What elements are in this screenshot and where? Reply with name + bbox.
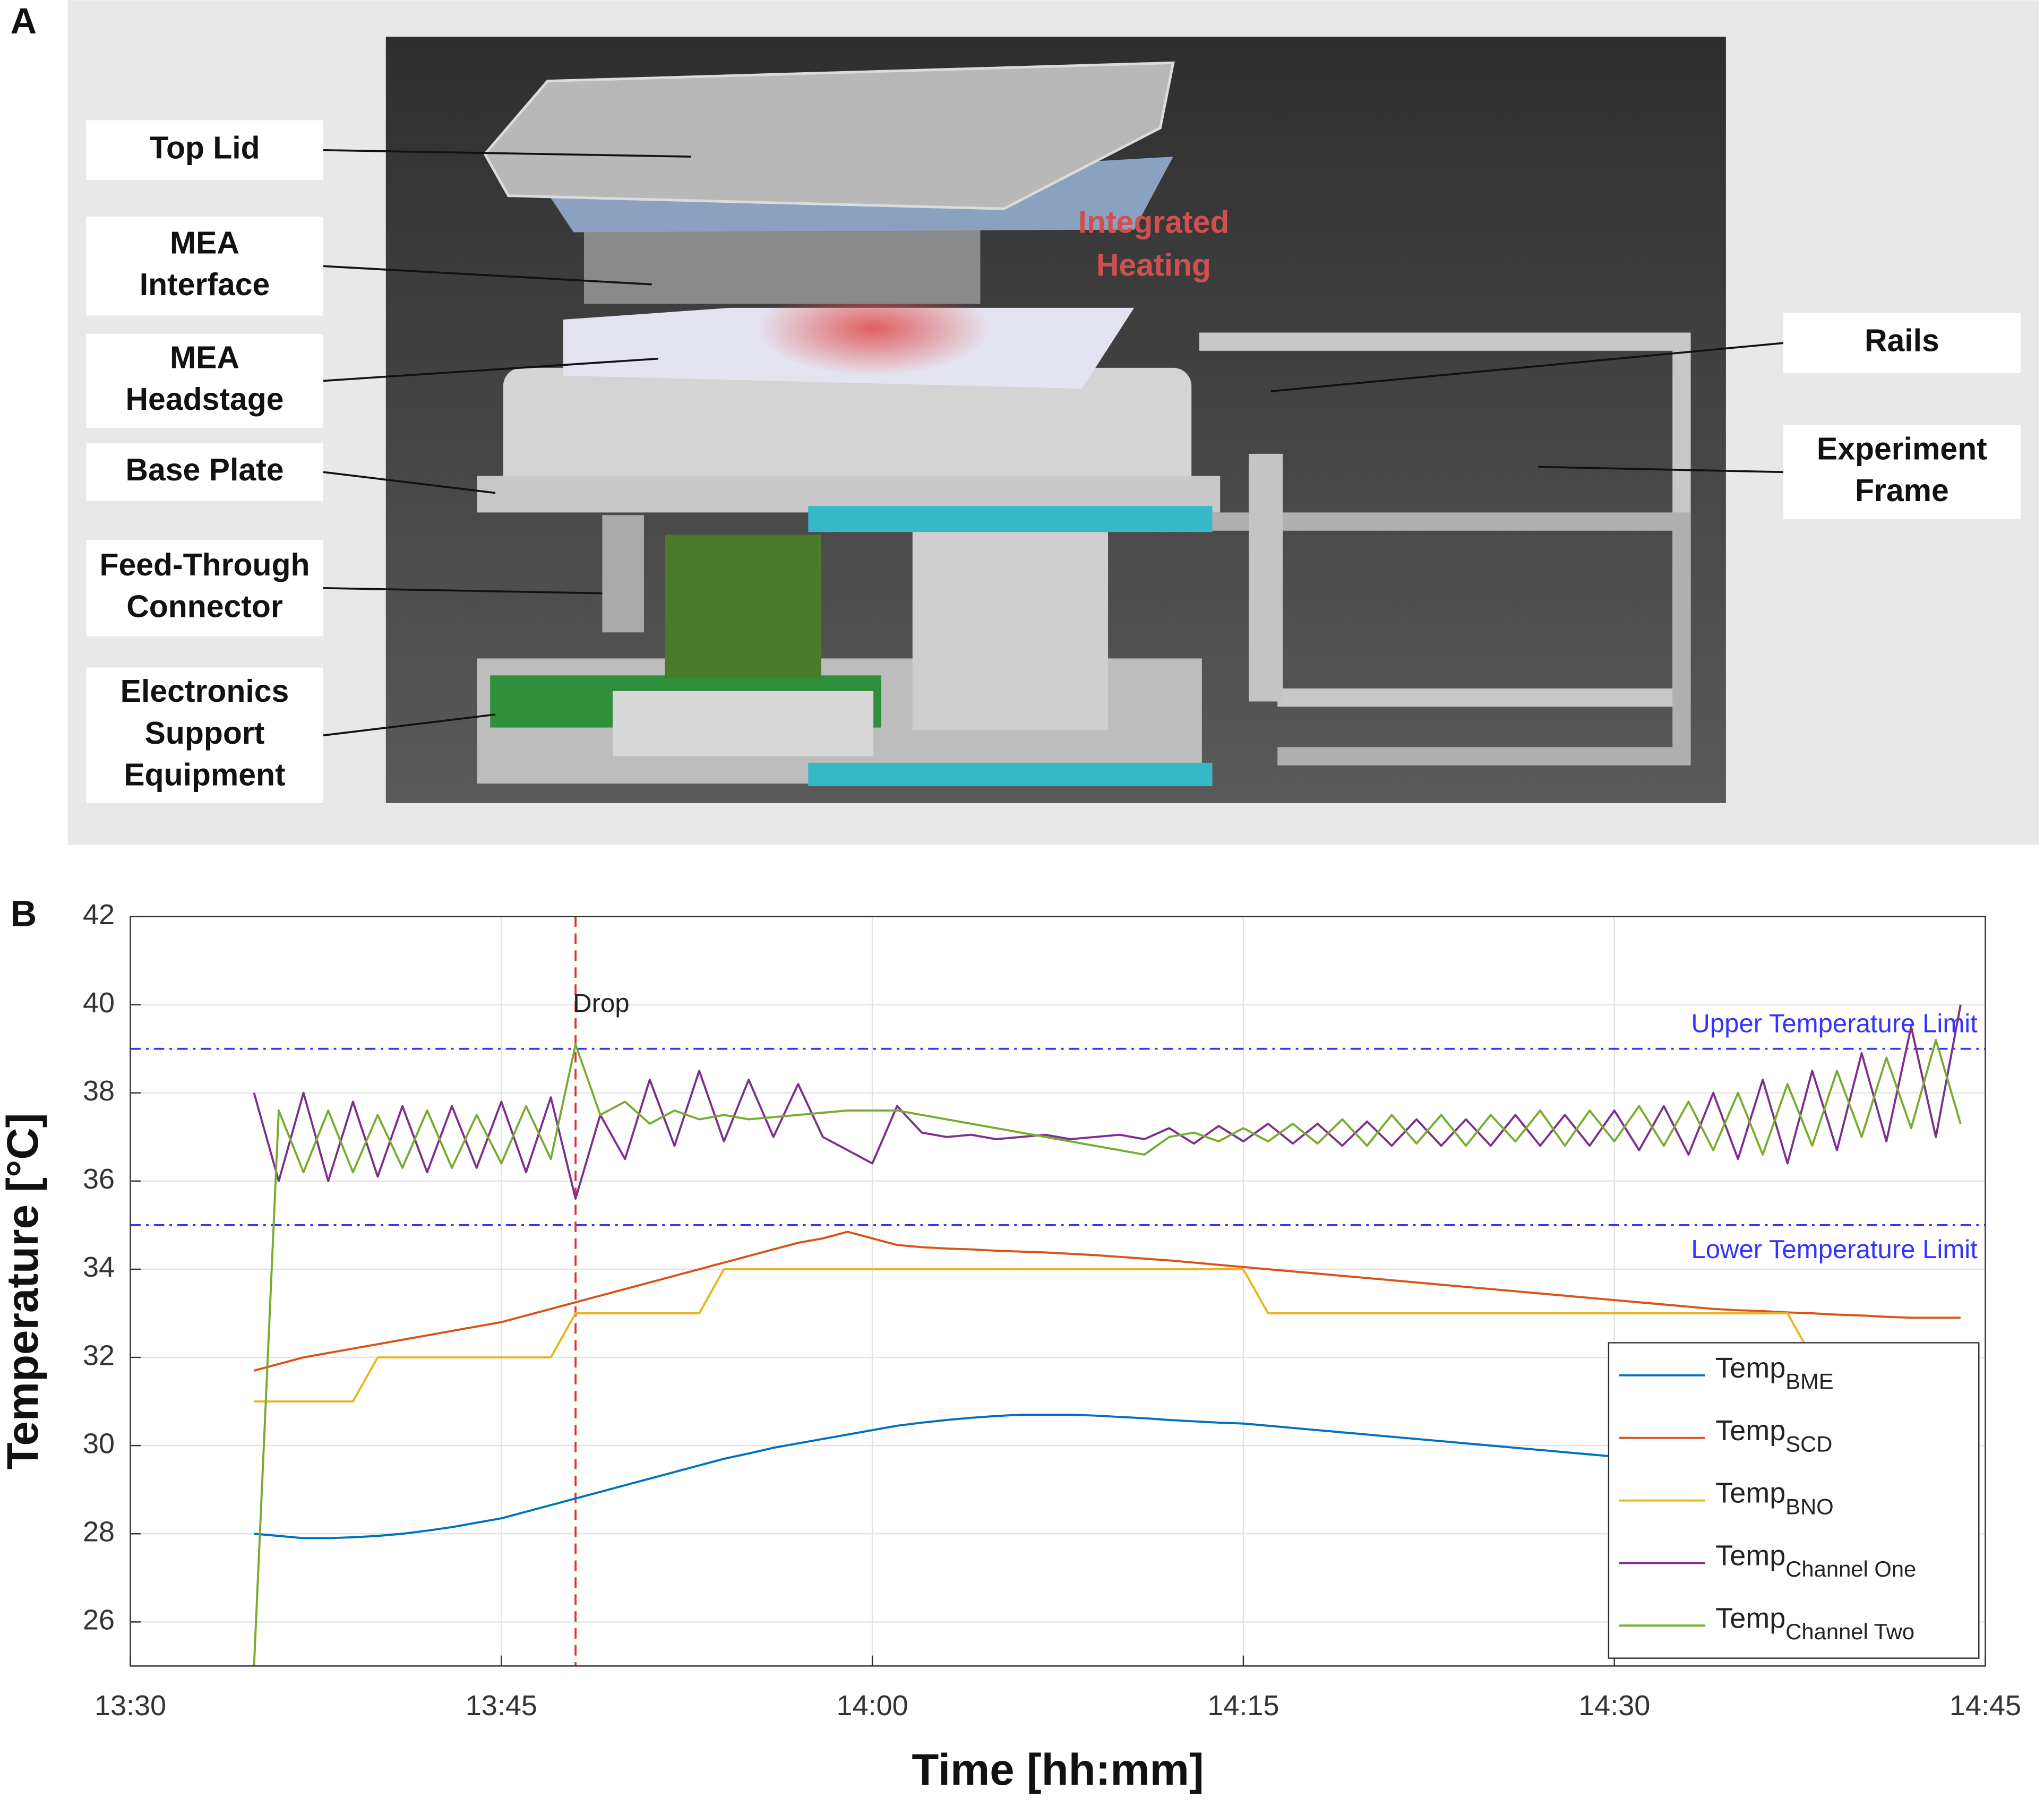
x-tick-label: 14:45 [1949,1690,2021,1722]
bracket [912,509,1109,730]
leader-line [323,265,652,286]
y-tick-label: 38 [83,1075,115,1107]
leader-line [1538,466,1783,474]
legend-subscript: Channel Two [1785,1619,1914,1644]
part-label: Experiment [1817,432,1987,467]
x-axis-title: Time [hh:mm] [912,1744,1204,1794]
heating-zone [756,281,991,376]
electronics-box [613,691,874,756]
x-tick-label: 14:30 [1578,1690,1650,1722]
label-box [86,443,323,501]
x-tick-label: 13:30 [95,1690,166,1722]
x-tick-label: 14:00 [837,1690,908,1722]
part-label: Feed-Through [100,548,310,582]
part-label: Electronics [121,674,289,709]
legend-subscript: BNO [1785,1494,1833,1519]
panel-letter: B [11,893,37,934]
plot-frame [130,916,1986,1667]
limit-label: Lower Temperature Limit [1691,1235,1978,1264]
series-line [253,1231,1961,1372]
legend-name: Temp [1715,1415,1785,1447]
limit-label: Upper Temperature Limit [1691,1009,1978,1038]
legend-name: Temp [1715,1603,1785,1634]
series-line [253,1039,1962,1666]
label-box [86,539,323,636]
label-box [86,120,323,180]
legend-label: TempSCD [1715,1415,1832,1456]
part-label: Base Plate [125,453,284,487]
base-box [503,367,1192,498]
leader-line [323,587,603,595]
part-label: MEA [170,226,239,261]
part-label: Support [145,716,265,751]
panel-a-labels: Top Lid MEA Interface MEA Headstage Base Plat… [86,120,2021,803]
legend-label: TempBNO [1715,1477,1834,1519]
leader-line [323,713,496,737]
legend-subscript: SCD [1785,1431,1832,1456]
connector [602,515,644,633]
part-label: Frame [1855,474,1949,508]
top-lid [483,61,1175,210]
part-label: Top Lid [149,131,260,165]
legend-label: TempChannel Two [1715,1603,1914,1644]
legend-label: TempBME [1715,1352,1834,1393]
leader-line [323,357,659,382]
label-box [86,334,323,428]
part-label: MEA [170,341,239,375]
label-box [86,667,323,803]
y-tick-label: 28 [83,1516,115,1548]
y-tick-label: 26 [83,1604,115,1636]
label-box [1783,313,2021,373]
part-label: Equipment [124,758,285,792]
legend-subscript: BME [1785,1369,1833,1394]
heating-label: Integrated [1078,205,1230,239]
frame-post [1249,453,1283,702]
y-tick-label: 36 [83,1163,115,1195]
frame-bottom [1199,512,1691,765]
part-label: Rails [1865,324,1939,358]
leader-line [323,471,496,494]
leader-line [1270,342,1784,392]
y-tick-label: 42 [83,899,115,931]
panel-letter: A [11,1,37,41]
y-tick-label: 30 [83,1427,115,1459]
series-line [254,1268,1961,1403]
event-label: Drop [573,989,629,1018]
legend-name: Temp [1715,1477,1785,1509]
y-tick-label: 40 [83,987,115,1019]
part-label: Interface [140,268,270,302]
leader-line [323,149,691,158]
y-axis-title: Temperature [°C] [0,1113,47,1470]
part-label: Connector [126,590,283,624]
render [477,61,1691,787]
part-label: Headstage [126,382,284,417]
legend-label: TempChannel One [1715,1540,1916,1581]
x-tick-label: 14:15 [1207,1690,1279,1722]
y-tick-label: 34 [83,1251,115,1283]
legend-name: Temp [1715,1352,1785,1384]
y-tick-label: 32 [83,1339,115,1371]
pcb [665,535,821,678]
rail-upper [808,506,1213,532]
chart: 26 28 30 32 34 36 38 40 42 13:30 13:45 14:00 14:15 14… [0,899,2021,1794]
label-box [86,217,323,316]
heating-label: Heating [1096,248,1211,282]
x-tick-label: 13:45 [466,1690,537,1722]
legend-subscript: Channel One [1785,1556,1916,1581]
label-box [1783,425,2021,519]
legend-name: Temp [1715,1540,1785,1572]
rail-lower [808,762,1213,787]
